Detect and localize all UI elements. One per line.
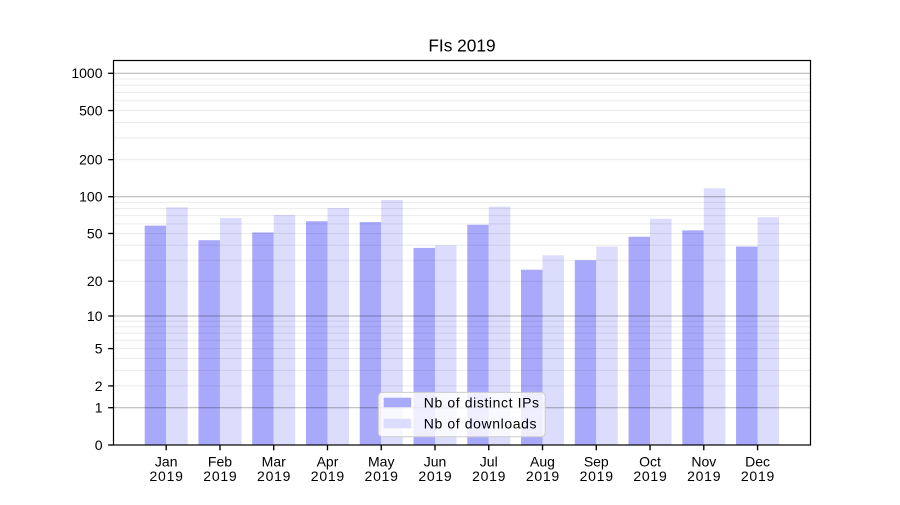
svg-text:2: 2	[95, 378, 103, 394]
svg-text:Nb of downloads: Nb of downloads	[424, 416, 537, 432]
svg-text:Jun: Jun	[424, 453, 447, 469]
svg-text:1: 1	[95, 400, 103, 416]
svg-text:Jul: Jul	[480, 453, 498, 469]
svg-text:2019: 2019	[741, 468, 775, 484]
svg-text:2019: 2019	[418, 468, 452, 484]
svg-text:5: 5	[95, 341, 103, 357]
svg-text:FIs 2019: FIs 2019	[428, 35, 495, 55]
svg-text:100: 100	[79, 189, 103, 205]
svg-text:Nb of distinct IPs: Nb of distinct IPs	[424, 395, 540, 411]
svg-text:200: 200	[79, 152, 103, 168]
svg-text:2019: 2019	[472, 468, 506, 484]
svg-text:Nov: Nov	[691, 453, 716, 469]
svg-text:1000: 1000	[71, 65, 102, 81]
svg-text:2019: 2019	[311, 468, 345, 484]
svg-text:Aug: Aug	[530, 453, 555, 469]
svg-text:2019: 2019	[633, 468, 667, 484]
svg-text:2019: 2019	[257, 468, 291, 484]
svg-text:Apr: Apr	[317, 453, 339, 469]
svg-text:0: 0	[95, 437, 103, 453]
svg-text:2019: 2019	[150, 468, 184, 484]
svg-text:10: 10	[87, 308, 103, 324]
svg-text:Sep: Sep	[584, 453, 609, 469]
svg-text:500: 500	[79, 102, 103, 118]
svg-text:50: 50	[87, 225, 103, 241]
svg-text:2019: 2019	[203, 468, 237, 484]
svg-text:Dec: Dec	[745, 453, 770, 469]
svg-text:2019: 2019	[687, 468, 721, 484]
svg-text:Oct: Oct	[639, 453, 661, 469]
svg-text:Feb: Feb	[208, 453, 232, 469]
svg-text:2019: 2019	[526, 468, 560, 484]
svg-text:Jan: Jan	[155, 453, 178, 469]
svg-text:2019: 2019	[580, 468, 614, 484]
svg-text:May: May	[368, 453, 394, 469]
svg-text:2019: 2019	[365, 468, 399, 484]
svg-text:Mar: Mar	[262, 453, 286, 469]
svg-text:20: 20	[87, 273, 103, 289]
